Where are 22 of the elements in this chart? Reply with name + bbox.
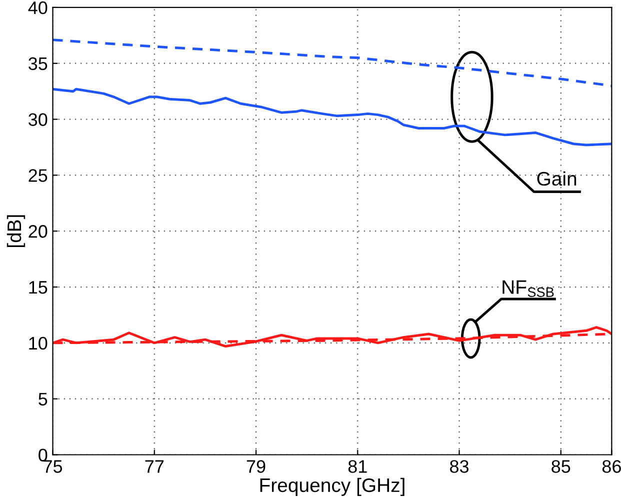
- y-tick-label: 10: [29, 336, 48, 350]
- x-tick-label: 81: [348, 460, 367, 473]
- y-axis-title: [dB]: [6, 215, 26, 248]
- y-tick-label: 0: [38, 448, 48, 462]
- x-tick-label: 75: [44, 460, 62, 473]
- line-series: [52, 38, 612, 87]
- x-tick-label: 86: [602, 460, 621, 473]
- x-tick-label: 83: [450, 460, 469, 473]
- y-tick-label: 20: [28, 225, 48, 238]
- y-tick-label: 25: [28, 169, 48, 182]
- x-axis-title: Frequency [GHz]: [260, 478, 404, 496]
- y-tick-label: 15: [29, 281, 48, 294]
- annotation: NF$_{SSB}$: [502, 280, 554, 298]
- y-tick-label: 5: [38, 392, 48, 406]
- line-series: [52, 88, 612, 146]
- x-tick-label: 79: [246, 460, 266, 473]
- x-tick-label: 77: [145, 460, 164, 473]
- y-tick-label: 35: [28, 57, 48, 70]
- annotation: Gain: [537, 171, 576, 186]
- y-tick-label: 30: [28, 113, 48, 126]
- y-tick-label: 40: [28, 1, 48, 14]
- x-tick-label: 85: [552, 460, 570, 473]
